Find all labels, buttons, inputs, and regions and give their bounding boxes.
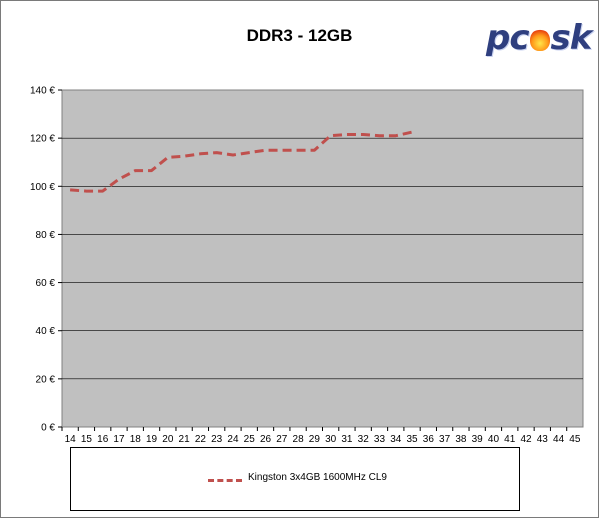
- legend-label-kingston: Kingston 3x4GB 1600MHz CL9: [248, 472, 387, 483]
- x-tick-label: 29: [309, 434, 321, 445]
- x-tick-label: 37: [439, 434, 451, 445]
- legend: Kingston 3x4GB 1600MHz CL9: [70, 447, 520, 511]
- x-tick-label: 18: [130, 434, 142, 445]
- x-tick-label: 15: [81, 434, 93, 445]
- x-tick-label: 35: [406, 434, 418, 445]
- flame-icon: [529, 29, 550, 51]
- y-tick-label: 140 €: [30, 86, 55, 97]
- x-tick-label: 33: [374, 434, 386, 445]
- x-tick-label: 44: [553, 434, 565, 445]
- x-tick-label: 20: [162, 434, 174, 445]
- gridlines: [62, 137, 583, 380]
- x-tick-label: 43: [537, 434, 549, 445]
- plot-area: [61, 89, 584, 428]
- x-tick-label: 30: [325, 434, 337, 445]
- x-tick-label: 24: [227, 434, 239, 445]
- y-tick-label: 0 €: [41, 423, 55, 434]
- x-tick-label: 14: [65, 434, 77, 445]
- x-tick-label: 42: [520, 434, 532, 445]
- x-axis-tick-labels: 14 15 16 17 18 19 20 21 22 23 24 25 26 27 28 29 30 31 32 33…: [61, 427, 581, 445]
- x-tick-label: 34: [390, 434, 402, 445]
- x-tick-label: 40: [488, 434, 500, 445]
- x-tick-label: 27: [276, 434, 288, 445]
- y-tick-label: 60 €: [36, 278, 56, 289]
- y-tick-label: 20 €: [36, 374, 56, 385]
- x-tick-label: 45: [569, 434, 581, 445]
- y-tick-label: 120 €: [30, 134, 55, 145]
- x-tick-label: 28: [293, 434, 305, 445]
- chart-title: DDR3 - 12GB: [246, 26, 353, 45]
- x-tick-label: 19: [146, 434, 158, 445]
- x-tick-label: 31: [341, 434, 353, 445]
- x-tick-label: 25: [244, 434, 256, 445]
- line-chart: 0 €20 €40 €60 €80 €100 €120 €140 € 14 15 1…: [30, 86, 584, 445]
- series-lines: [69, 130, 413, 193]
- x-tick-label: 39: [472, 434, 484, 445]
- x-tick-label: 38: [455, 434, 467, 445]
- x-tick-label: 41: [504, 434, 516, 445]
- y-tick-label: 100 €: [30, 182, 55, 193]
- x-tick-label: 36: [423, 434, 435, 445]
- x-tick-label: 17: [113, 434, 125, 445]
- legend-swatch-kingston: [208, 479, 242, 482]
- y-axis-tick-labels: 0 € 20 € 40 € 60 € 80 € 100 € 120 € 140 €: [30, 86, 62, 434]
- x-tick-label: 16: [97, 434, 109, 445]
- x-tick-label: 32: [358, 434, 370, 445]
- y-tick-label: 80 €: [36, 230, 56, 241]
- x-tick-label: 21: [179, 434, 191, 445]
- x-tick-label: 26: [260, 434, 272, 445]
- series-line-0: [69, 130, 413, 193]
- y-tick-label: 40 €: [36, 326, 56, 337]
- x-tick-label: 23: [211, 434, 223, 445]
- x-tick-label: 22: [195, 434, 207, 445]
